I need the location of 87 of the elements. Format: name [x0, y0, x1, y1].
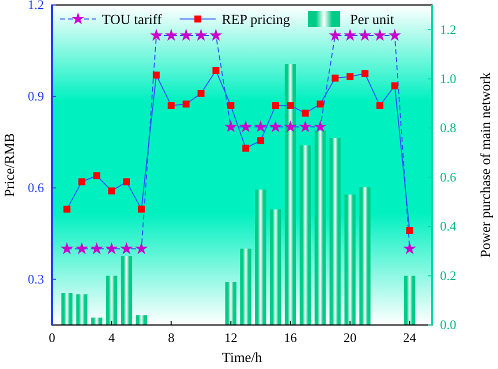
x-tick-label: 4 [108, 330, 116, 346]
point [227, 102, 234, 110]
x-tick-label: 16 [284, 330, 298, 346]
point [376, 102, 384, 110]
bar [136, 315, 147, 325]
bar [61, 293, 72, 325]
point [135, 242, 148, 254]
point [403, 242, 416, 254]
point [194, 28, 208, 41]
bar [270, 209, 282, 325]
bar [314, 130, 326, 325]
y2-tick-label: 1.0 [440, 71, 456, 86]
bar [300, 145, 311, 325]
point [272, 102, 279, 110]
bar [106, 276, 118, 325]
point [224, 120, 238, 132]
bar [330, 138, 341, 325]
point [120, 242, 133, 254]
bar [120, 256, 132, 325]
point [60, 242, 74, 254]
point [314, 120, 327, 132]
legend-label: Per unit [350, 13, 394, 28]
point [344, 28, 356, 41]
point [406, 227, 414, 234]
y2-tick-label: 0.0 [440, 317, 456, 332]
legend-label: TOU tariff [102, 13, 162, 28]
point [328, 28, 342, 41]
point [182, 100, 190, 108]
point [63, 206, 70, 213]
y2-tick-label: 0.8 [440, 120, 456, 136]
point [358, 28, 372, 41]
bar [76, 294, 88, 325]
bar [240, 248, 252, 325]
x-tick-label: 20 [344, 330, 357, 346]
x-tick-label: 0 [48, 330, 56, 346]
legend-label: REP pricing [222, 13, 290, 28]
y-axis-title: Price/RMB [3, 133, 18, 197]
point [152, 72, 160, 79]
bar [359, 187, 371, 325]
y2-tick-label: 0.2 [440, 268, 456, 283]
point [346, 73, 354, 80]
point [198, 90, 204, 97]
point [180, 28, 192, 41]
y-tick-label: 0.9 [28, 88, 44, 104]
x-tick-label: 8 [168, 330, 174, 346]
bar [404, 276, 416, 325]
point [123, 178, 130, 186]
y2-axis-title: Power purchase of main network [479, 72, 494, 258]
point [93, 172, 100, 180]
point [254, 120, 267, 132]
point [108, 187, 116, 194]
y-tick-label: 0.6 [28, 180, 44, 196]
bar [91, 318, 102, 325]
y2-tick-label: 1.2 [440, 22, 456, 37]
y-tick-label: 1.2 [28, 0, 44, 12]
point [150, 28, 163, 41]
x-axis-title: Time/h [222, 351, 262, 366]
point [78, 178, 86, 186]
point [210, 28, 222, 41]
point [361, 70, 368, 78]
point [316, 100, 324, 108]
point [75, 242, 88, 254]
point [164, 28, 178, 41]
bar [344, 194, 356, 325]
point [212, 67, 220, 74]
point [388, 28, 402, 41]
y-tick-label: 0.3 [28, 271, 44, 286]
bar [225, 282, 236, 325]
x-tick-label: 24 [403, 330, 417, 346]
point [138, 206, 145, 213]
x-tick-label: 12 [224, 330, 238, 346]
point [239, 120, 252, 132]
y2-tick-label: 0.4 [440, 218, 457, 234]
bar [284, 64, 296, 325]
point [298, 120, 312, 132]
bar [255, 190, 266, 325]
point [284, 120, 297, 132]
point [269, 120, 282, 132]
point [168, 102, 175, 110]
y2-tick-label: 0.6 [440, 169, 457, 184]
point [105, 242, 118, 254]
point [286, 102, 294, 110]
point [373, 28, 386, 41]
point [302, 110, 309, 117]
point [257, 137, 264, 144]
point [90, 242, 104, 254]
point [332, 74, 339, 82]
